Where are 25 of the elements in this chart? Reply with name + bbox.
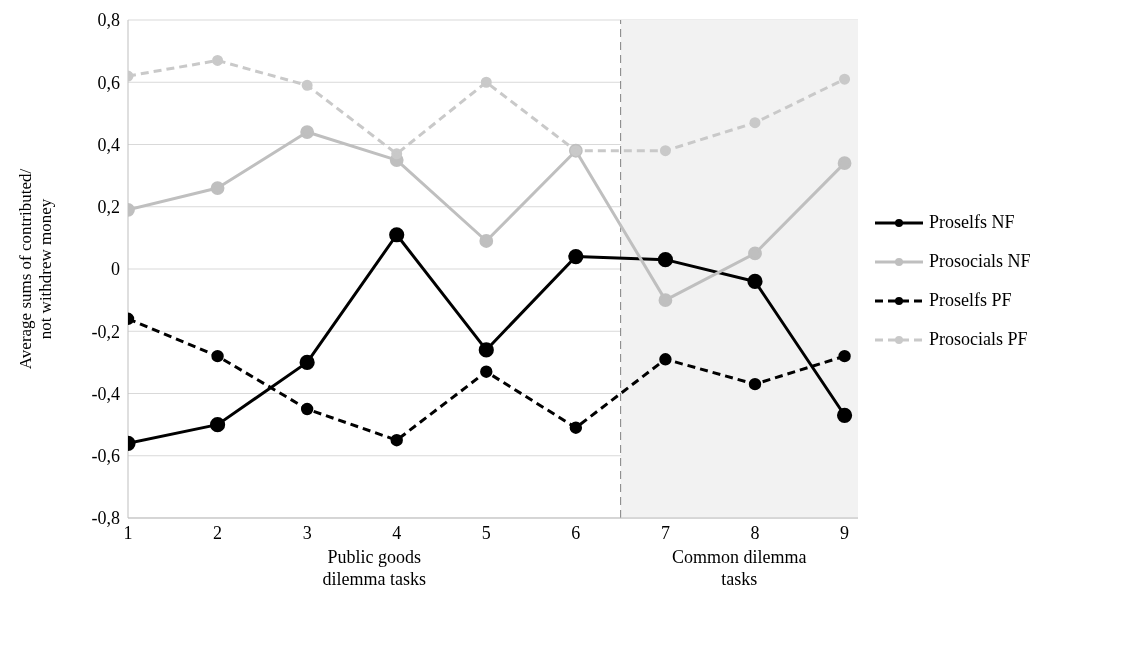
y-tick-label: -0,4 — [91, 383, 120, 404]
x-tick-label: 3 — [302, 522, 312, 543]
x-tick-label: 7 — [660, 522, 670, 543]
text: Public goods dilemma tasks — [322, 546, 427, 590]
x-tick-label: 1 — [123, 522, 133, 543]
x-tick-label: 5 — [481, 522, 491, 543]
x-tick-label: 9 — [840, 522, 850, 543]
x-tick-label: 4 — [392, 522, 402, 543]
y-tick-label: 0,2 — [97, 197, 120, 218]
y-tick-label: 0,6 — [97, 72, 120, 93]
y-tick-label: 0,8 — [97, 10, 120, 31]
legend-label: Prosocials NF — [929, 251, 1031, 272]
y-tick-label: 0 — [111, 259, 120, 280]
x-tick-label: 2 — [213, 522, 223, 543]
y-tick-label: -0,6 — [91, 446, 120, 467]
legend-label: Proselfs NF — [929, 212, 1015, 233]
y-tick-label: 0,4 — [97, 134, 120, 155]
x-tick-label: 6 — [571, 522, 581, 543]
y-axis-title: Average sums of contributed/ not withdrew money — [16, 167, 56, 372]
y-tick-label: -0,2 — [91, 321, 120, 342]
legend-label: Prosocials PF — [929, 329, 1028, 350]
legend-label: Proselfs PF — [929, 290, 1012, 311]
x-tick-label: 8 — [750, 522, 760, 543]
y-tick-label: -0,8 — [91, 508, 120, 529]
text: Common dilemma tasks — [672, 546, 807, 590]
